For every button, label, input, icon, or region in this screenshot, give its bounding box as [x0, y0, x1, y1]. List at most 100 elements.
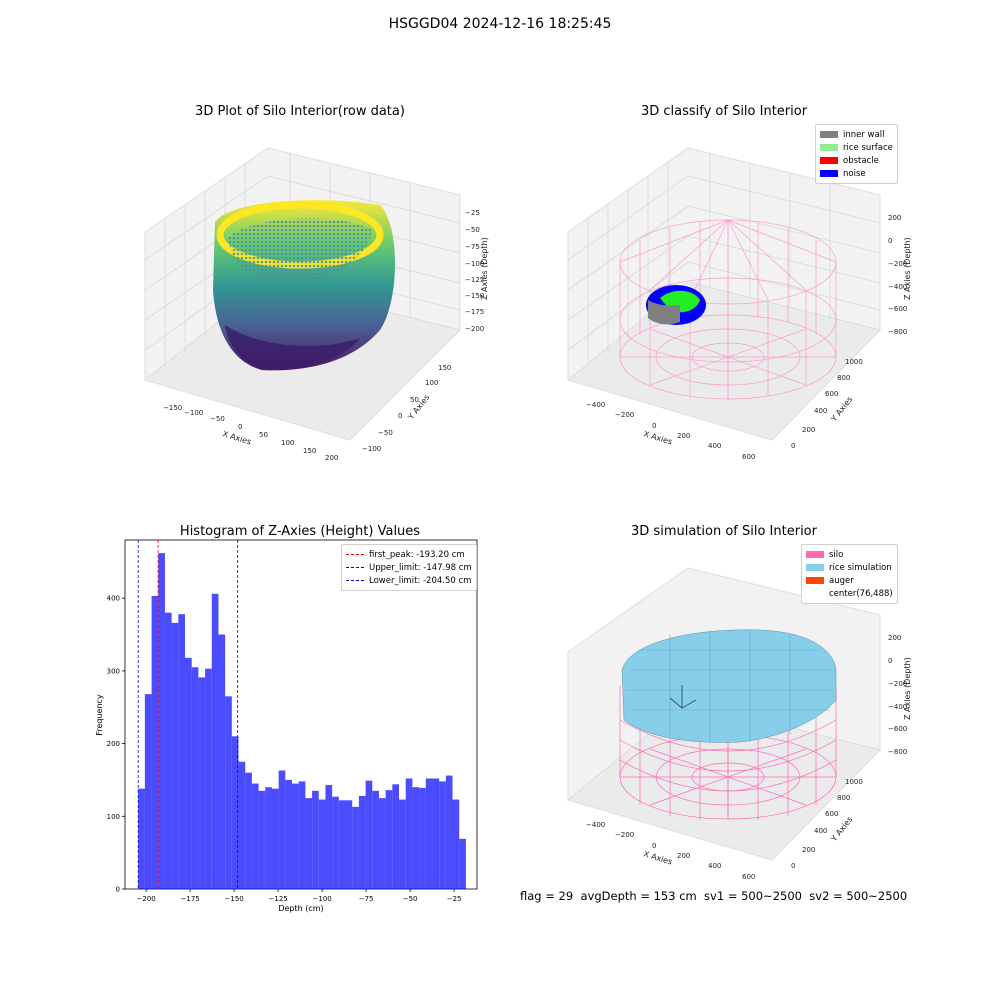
classify-z-tick: −400: [888, 283, 907, 291]
legend-swatch: [806, 577, 824, 584]
classify-3d-panes: [566, 147, 881, 441]
legend-item: inner wall: [820, 128, 893, 141]
rice-surface: [621, 629, 837, 743]
simulation-y-tick: 600: [825, 810, 838, 818]
classify-z-tick: 200: [888, 214, 901, 222]
classify-silo-wireframe: [619, 219, 837, 400]
legend-item: noise: [820, 167, 893, 180]
legend-item: Upper_limit: -147.98 cm: [346, 561, 472, 574]
histogram-bar: [305, 798, 313, 889]
raw-cloud-inner: [228, 218, 372, 283]
y-tick-label: 400: [107, 595, 120, 603]
histogram-bar: [158, 553, 165, 889]
classify-point-cloud: [646, 285, 706, 325]
histogram-bar: [345, 800, 353, 889]
inner-wall-points: [648, 300, 680, 325]
y-tick-label: 100: [107, 813, 120, 821]
simulation-z-label: Z Axies (Depth): [903, 657, 912, 720]
simulation-y-tick: 400: [814, 827, 827, 835]
simulation-z-axis: 200 0 −200 −400 −600 −800 Z Axies (Depth…: [888, 634, 912, 756]
raw-cloud-bottom: [225, 325, 360, 371]
histogram-legend: first_peak: -193.20 cm Upper_limit: -147…: [341, 544, 477, 591]
legend-item: Lower_limit: -204.50 cm: [346, 574, 472, 587]
rice-simulation-surface: [621, 629, 837, 743]
histogram-x-ticks: −200 −175 −150 −125 −100 −75 −50 −25: [137, 889, 462, 903]
legend-item: center(76,488): [806, 587, 893, 600]
histogram-bar: [405, 778, 413, 889]
legend-label: center(76,488): [829, 588, 893, 599]
histogram-bar: [332, 796, 339, 889]
raw-x-tick: 200: [325, 454, 338, 462]
histogram-bar: [185, 657, 192, 889]
histogram-bar: [171, 622, 179, 889]
x-tick-label: −25: [447, 895, 462, 903]
histogram-bar: [312, 790, 319, 889]
histogram-panel-title: Histogram of Z-Axies (Height) Values: [179, 524, 421, 539]
legend-label: first_peak: -193.20 cm: [369, 549, 465, 560]
legend-swatch: [806, 564, 824, 571]
raw-y-tick: 50: [410, 396, 419, 404]
histogram-bar: [459, 838, 466, 889]
histogram-bar: [365, 780, 373, 889]
legend-line: [346, 567, 364, 568]
simulation-y-label: Y Axies: [829, 815, 855, 844]
classify-z-tick: −800: [888, 328, 907, 336]
histogram-x-label: Depth (cm): [278, 904, 323, 913]
histogram-y-label: Frequency: [95, 694, 104, 736]
histogram-bar: [231, 736, 239, 889]
histogram-bar: [265, 787, 272, 889]
raw-z-tick: −150: [465, 292, 484, 300]
legend-label: silo: [829, 549, 844, 560]
raw-x-label: X Axies: [221, 429, 252, 446]
histogram-bar: [258, 790, 266, 889]
silo-horizontal-rings: [619, 719, 837, 792]
histogram-bar: [225, 696, 232, 889]
raw-z-axis: −25 −50 −75 −100 −125 −150 −175 −200 Z A…: [465, 209, 489, 333]
legend-label: Lower_limit: -204.50 cm: [369, 575, 472, 586]
x-tick-label: −100: [313, 895, 332, 903]
histogram-bar: [285, 779, 293, 889]
histogram-bar: [358, 795, 366, 889]
simulation-legend: silo rice simulation auger center(76,488…: [801, 544, 898, 604]
classify-x-tick: 0: [652, 422, 656, 430]
classify-y-tick: 600: [825, 390, 838, 398]
legend-label: Upper_limit: -147.98 cm: [369, 562, 472, 573]
histogram-bar: [385, 790, 393, 889]
histogram-bar: [412, 787, 420, 889]
simulation-z-tick: −800: [888, 748, 907, 756]
legend-item: rice simulation: [806, 561, 893, 574]
histogram-bar: [238, 761, 246, 889]
rice-surface-mesh: [626, 630, 834, 742]
legend-swatch: [806, 551, 824, 558]
histogram-bar: [251, 783, 259, 889]
raw-y-tick: 100: [425, 379, 438, 387]
raw-y-tick: 150: [438, 364, 451, 372]
simulation-x-tick: 200: [677, 852, 690, 860]
classify-x-tick: 400: [708, 442, 721, 450]
simulation-z-tick: −400: [888, 703, 907, 711]
raw-y-tick: 0: [398, 412, 402, 420]
figure-title: HSGGD04 2024-12-16 18:25:45: [388, 16, 612, 32]
histogram-bar: [318, 799, 326, 889]
classify-z-label: Z Axies (Depth): [903, 237, 912, 300]
histogram-chart: −200 −175 −150 −125 −100 −75 −50 −25 0 100 200 300…: [95, 539, 478, 913]
legend-line: [346, 554, 364, 555]
histogram-bar: [338, 800, 346, 889]
x-tick-label: −175: [181, 895, 200, 903]
raw-y-tick: −50: [378, 429, 393, 437]
classify-x-tick: 200: [677, 432, 690, 440]
histogram-bar: [191, 667, 199, 889]
classify-z-tick: −200: [888, 260, 907, 268]
histogram-bar: [211, 593, 219, 889]
legend-item: first_peak: -193.20 cm: [346, 548, 472, 561]
histogram-bar: [445, 775, 453, 889]
classify-z-axis: 200 0 −200 −400 −600 −800 Z Axies (Depth…: [888, 214, 912, 336]
legend-label: obstacle: [843, 155, 879, 166]
classify-z-tick: 0: [888, 237, 892, 245]
x-tick-label: −125: [269, 895, 288, 903]
histogram-bars: [138, 553, 466, 889]
legend-item: obstacle: [820, 154, 893, 167]
classify-y-label: Y Axies: [829, 395, 855, 424]
raw-3d-plot: −25 −50 −75 −100 −125 −150 −175 −200 Z A…: [143, 147, 489, 462]
histogram-bar: [138, 788, 145, 889]
